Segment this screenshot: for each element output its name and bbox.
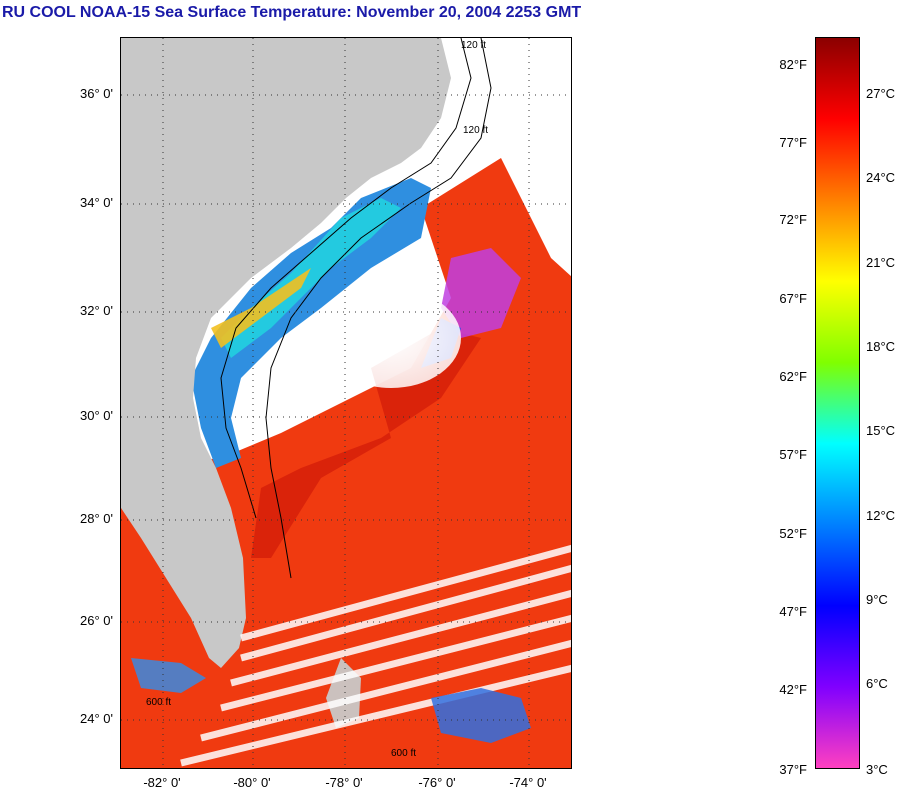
latitude-label: 24° 0' [80,711,113,726]
colorbar-celsius-label: 21°C [866,255,896,270]
colorbar-celsius-label: 18°C [866,339,896,354]
contour-label: 600 ft [391,748,416,759]
colorbar-fahrenheit-label: 57°F [779,447,807,462]
sst-map: 120 ft 120 ft 600 ft 600 ft [120,37,572,769]
bahamas-cool-patch [431,688,531,743]
graticule [121,38,571,768]
contour-120ft [220,38,472,519]
colorbar-celsius-label: 9°C [866,592,888,607]
keys-cool-patch [131,658,206,693]
land-mainland [121,38,451,668]
latitude-label: 36° 0' [80,86,113,101]
contour-600ft [265,38,492,579]
contour-label: 120 ft [463,125,488,136]
colorbar-celsius-label: 12°C [866,508,896,523]
temperature-colorbar [815,37,860,769]
gulf-stream-core [251,328,481,558]
latitude-label: 32° 0' [80,303,113,318]
colorbar-celsius-label: 24°C [866,170,896,185]
colorbar-fahrenheit-label: 47°F [779,604,807,619]
coastal-cyan-band [221,198,401,358]
colorbar-fahrenheit-label: 72°F [779,212,807,227]
colorbar-fahrenheit-label: 52°F [779,526,807,541]
coastal-shelf-water [191,178,431,468]
longitude-label: -76° 0' [418,775,456,790]
swath-stripes [180,544,571,767]
contour-label: 120 ft [461,40,486,51]
colorbar-fahrenheit-label: 77°F [779,135,807,150]
colorbar-celsius-label: 15°C [866,423,896,438]
colorbar-fahrenheit-label: 37°F [779,762,807,777]
colorbar-fahrenheit-label: 82°F [779,57,807,72]
longitude-label: -80° 0' [233,775,271,790]
latitude-label: 34° 0' [80,195,113,210]
latitude-label: 30° 0' [80,408,113,423]
contour-label: 600 ft [146,697,171,708]
cloud-mass-2 [271,333,371,403]
longitude-label: -82° 0' [143,775,181,790]
cold-patch-magenta [441,248,521,338]
colorbar-fahrenheit-label: 67°F [779,291,807,306]
colorbar-celsius-label: 3°C [866,762,888,777]
latitude-label: 28° 0' [80,511,113,526]
colorbar-celsius-label: 27°C [866,86,896,101]
colorbar-fahrenheit-label: 42°F [779,682,807,697]
longitude-label: -74° 0' [509,775,547,790]
longitude-label: -78° 0' [325,775,363,790]
latitude-label: 26° 0' [80,613,113,628]
colorbar-fahrenheit-label: 62°F [779,369,807,384]
map-title: RU COOL NOAA-15 Sea Surface Temperature:… [2,4,582,21]
colorbar-celsius-label: 6°C [866,676,888,691]
